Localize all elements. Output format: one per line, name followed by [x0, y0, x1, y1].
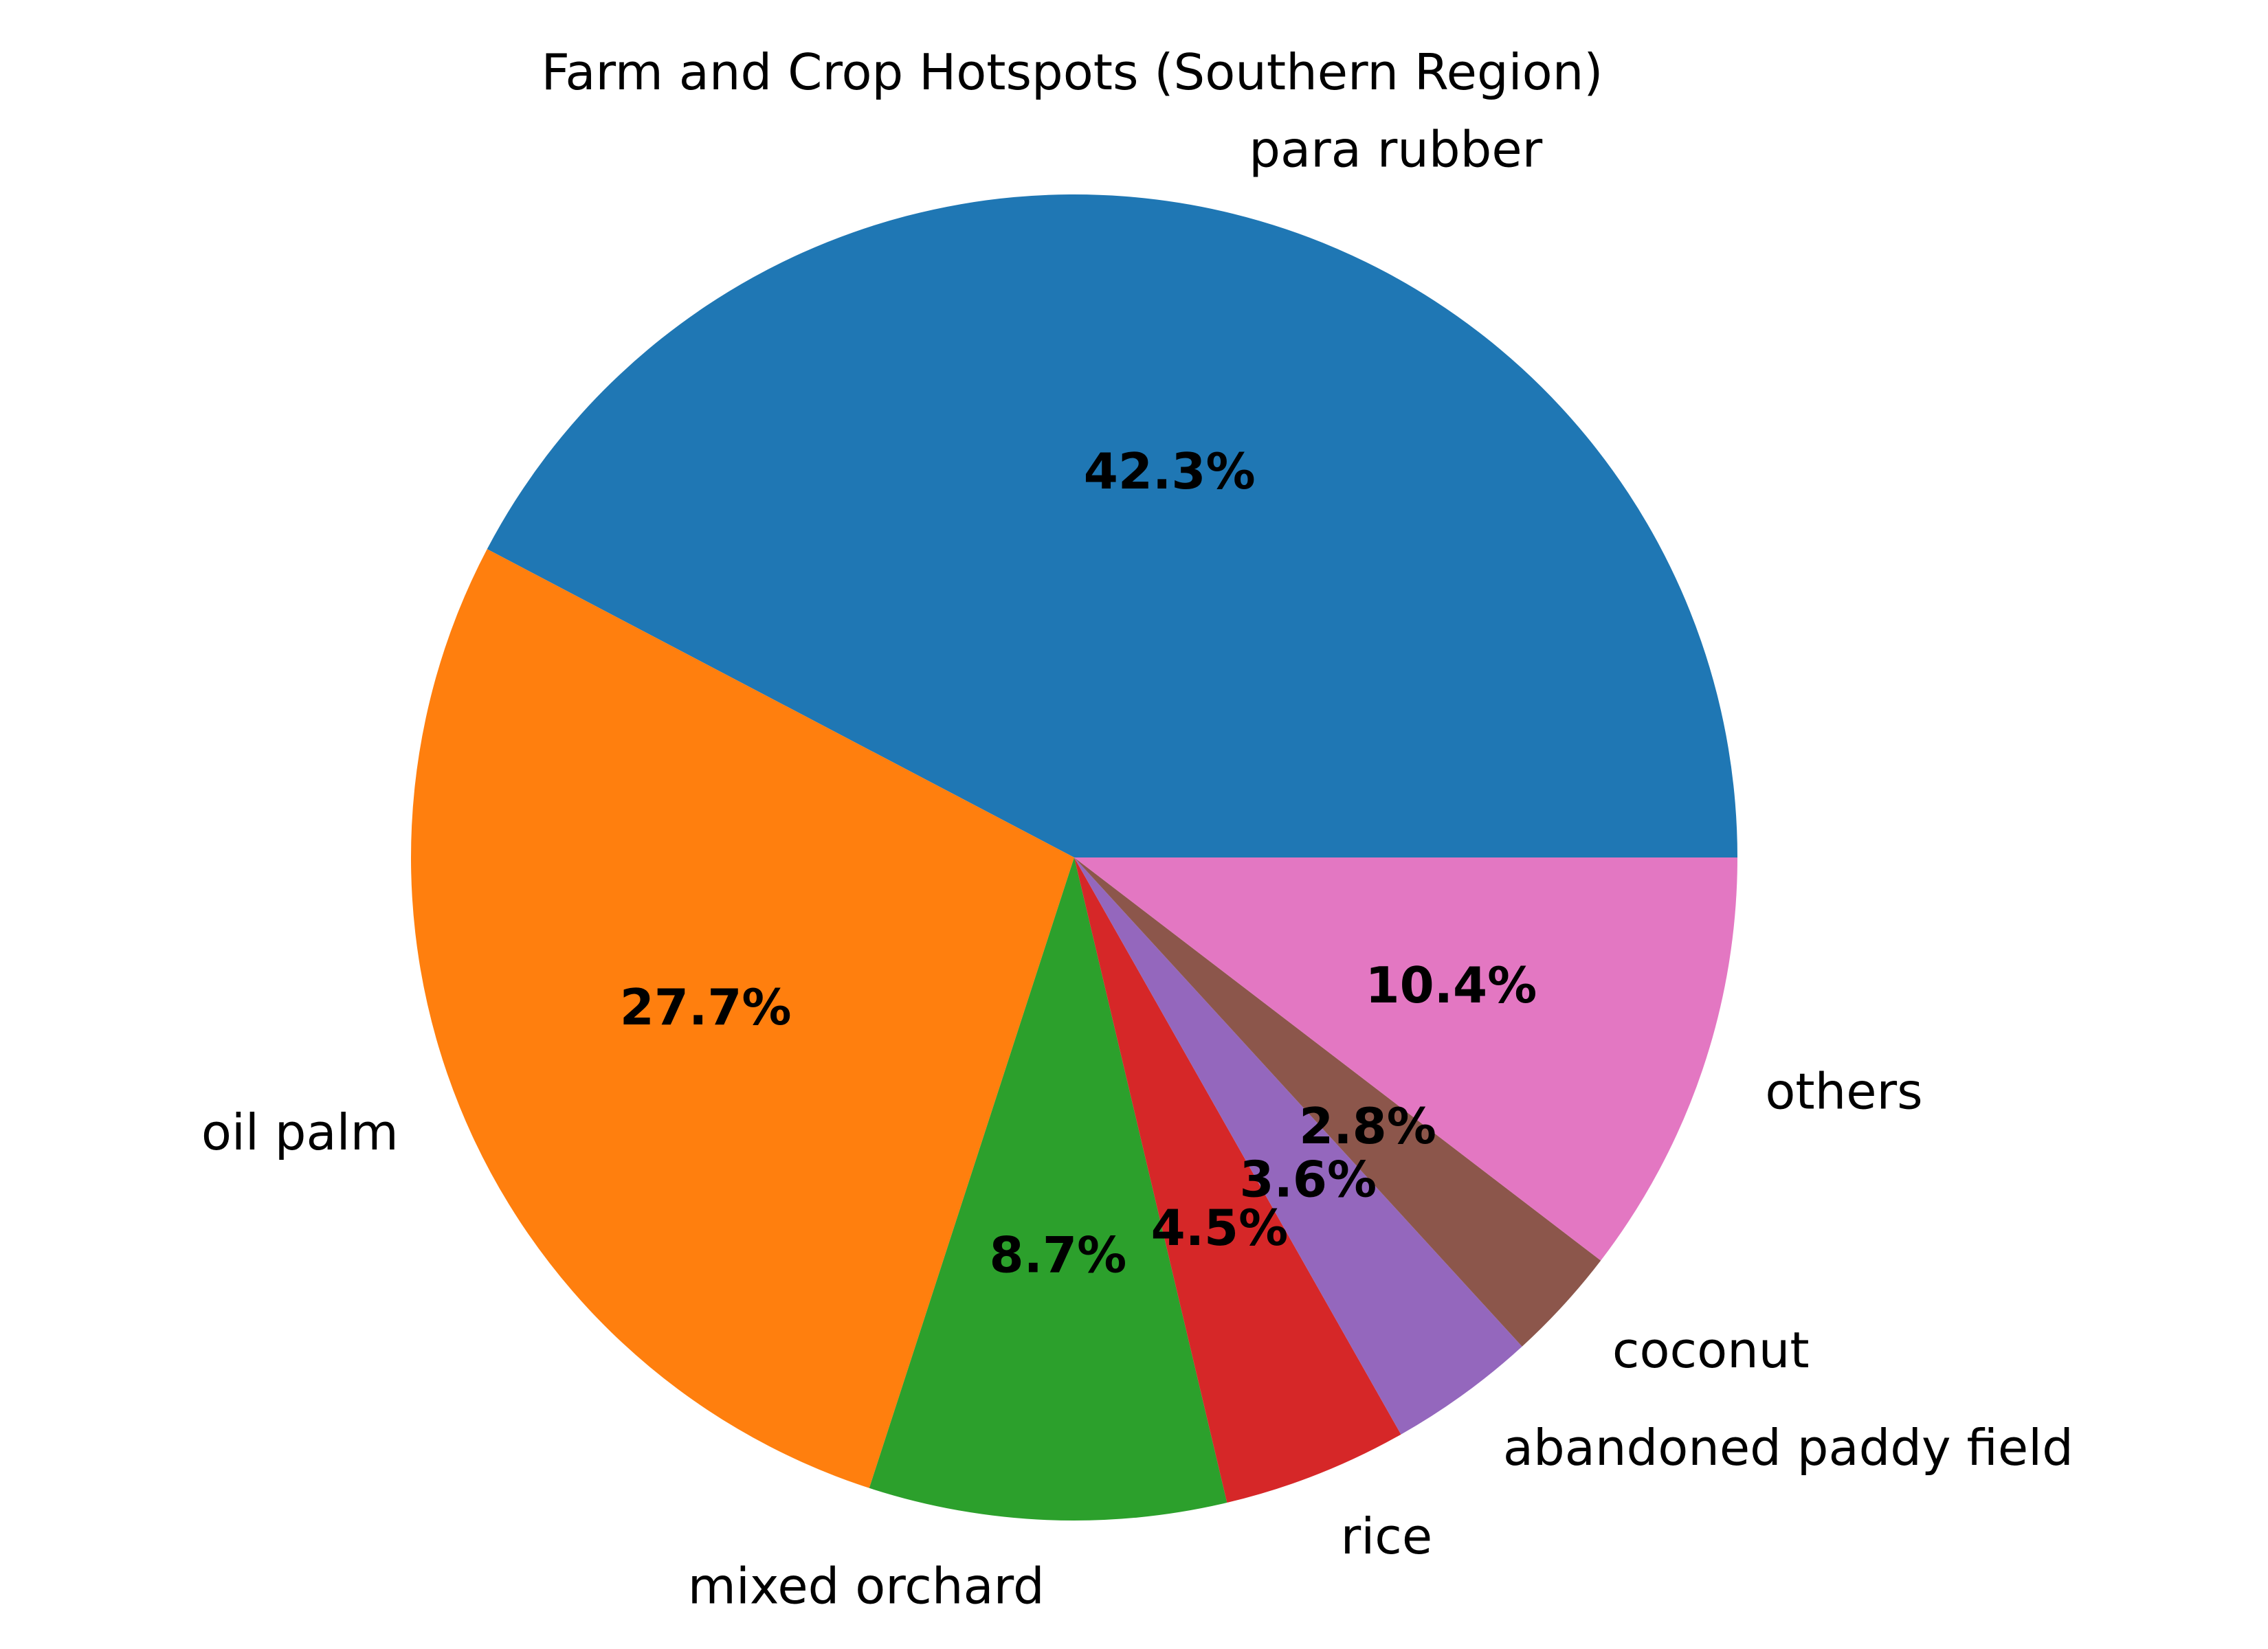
- labels-layer: para rubber 42.3% oil palm 27.7% mixed orcha…: [201, 120, 2074, 1615]
- pct-label-oil-palm: 27.7%: [620, 978, 792, 1036]
- pie-slice-abandoned-paddy-field: [1074, 857, 1522, 1435]
- pie-slice-rice: [1074, 857, 1401, 1503]
- slices-layer: [410, 194, 1737, 1521]
- pct-label-coconut: 2.8%: [1299, 1097, 1436, 1155]
- pct-label-abandoned-paddy-field: 3.6%: [1239, 1150, 1377, 1208]
- slice-label-abandoned-paddy-field: abandoned paddy field: [1503, 1419, 2074, 1477]
- pie-slice-others: [1074, 857, 1737, 1261]
- slice-label-others: others: [1765, 1063, 1922, 1121]
- pie-slice-oil-palm: [410, 549, 1074, 1488]
- pie-slice-mixed-orchard: [869, 857, 1227, 1521]
- pie-slice-para-rubber: [487, 194, 1737, 858]
- pct-label-mixed-orchard: 8.7%: [990, 1226, 1127, 1284]
- pct-label-rice: 4.5%: [1151, 1199, 1289, 1257]
- slice-label-oil-palm: oil palm: [201, 1103, 399, 1161]
- slice-label-para-rubber: para rubber: [1249, 120, 1542, 178]
- slice-label-coconut: coconut: [1612, 1321, 1810, 1379]
- pie-slice-coconut: [1074, 857, 1601, 1347]
- pct-label-para-rubber: 42.3%: [1084, 442, 1256, 500]
- slice-label-mixed-orchard: mixed orchard: [688, 1558, 1045, 1615]
- pct-label-others: 10.4%: [1365, 956, 1537, 1014]
- slice-label-rice: rice: [1341, 1507, 1433, 1565]
- chart-title: Farm and Crop Hotspots (Southern Region): [542, 43, 1603, 101]
